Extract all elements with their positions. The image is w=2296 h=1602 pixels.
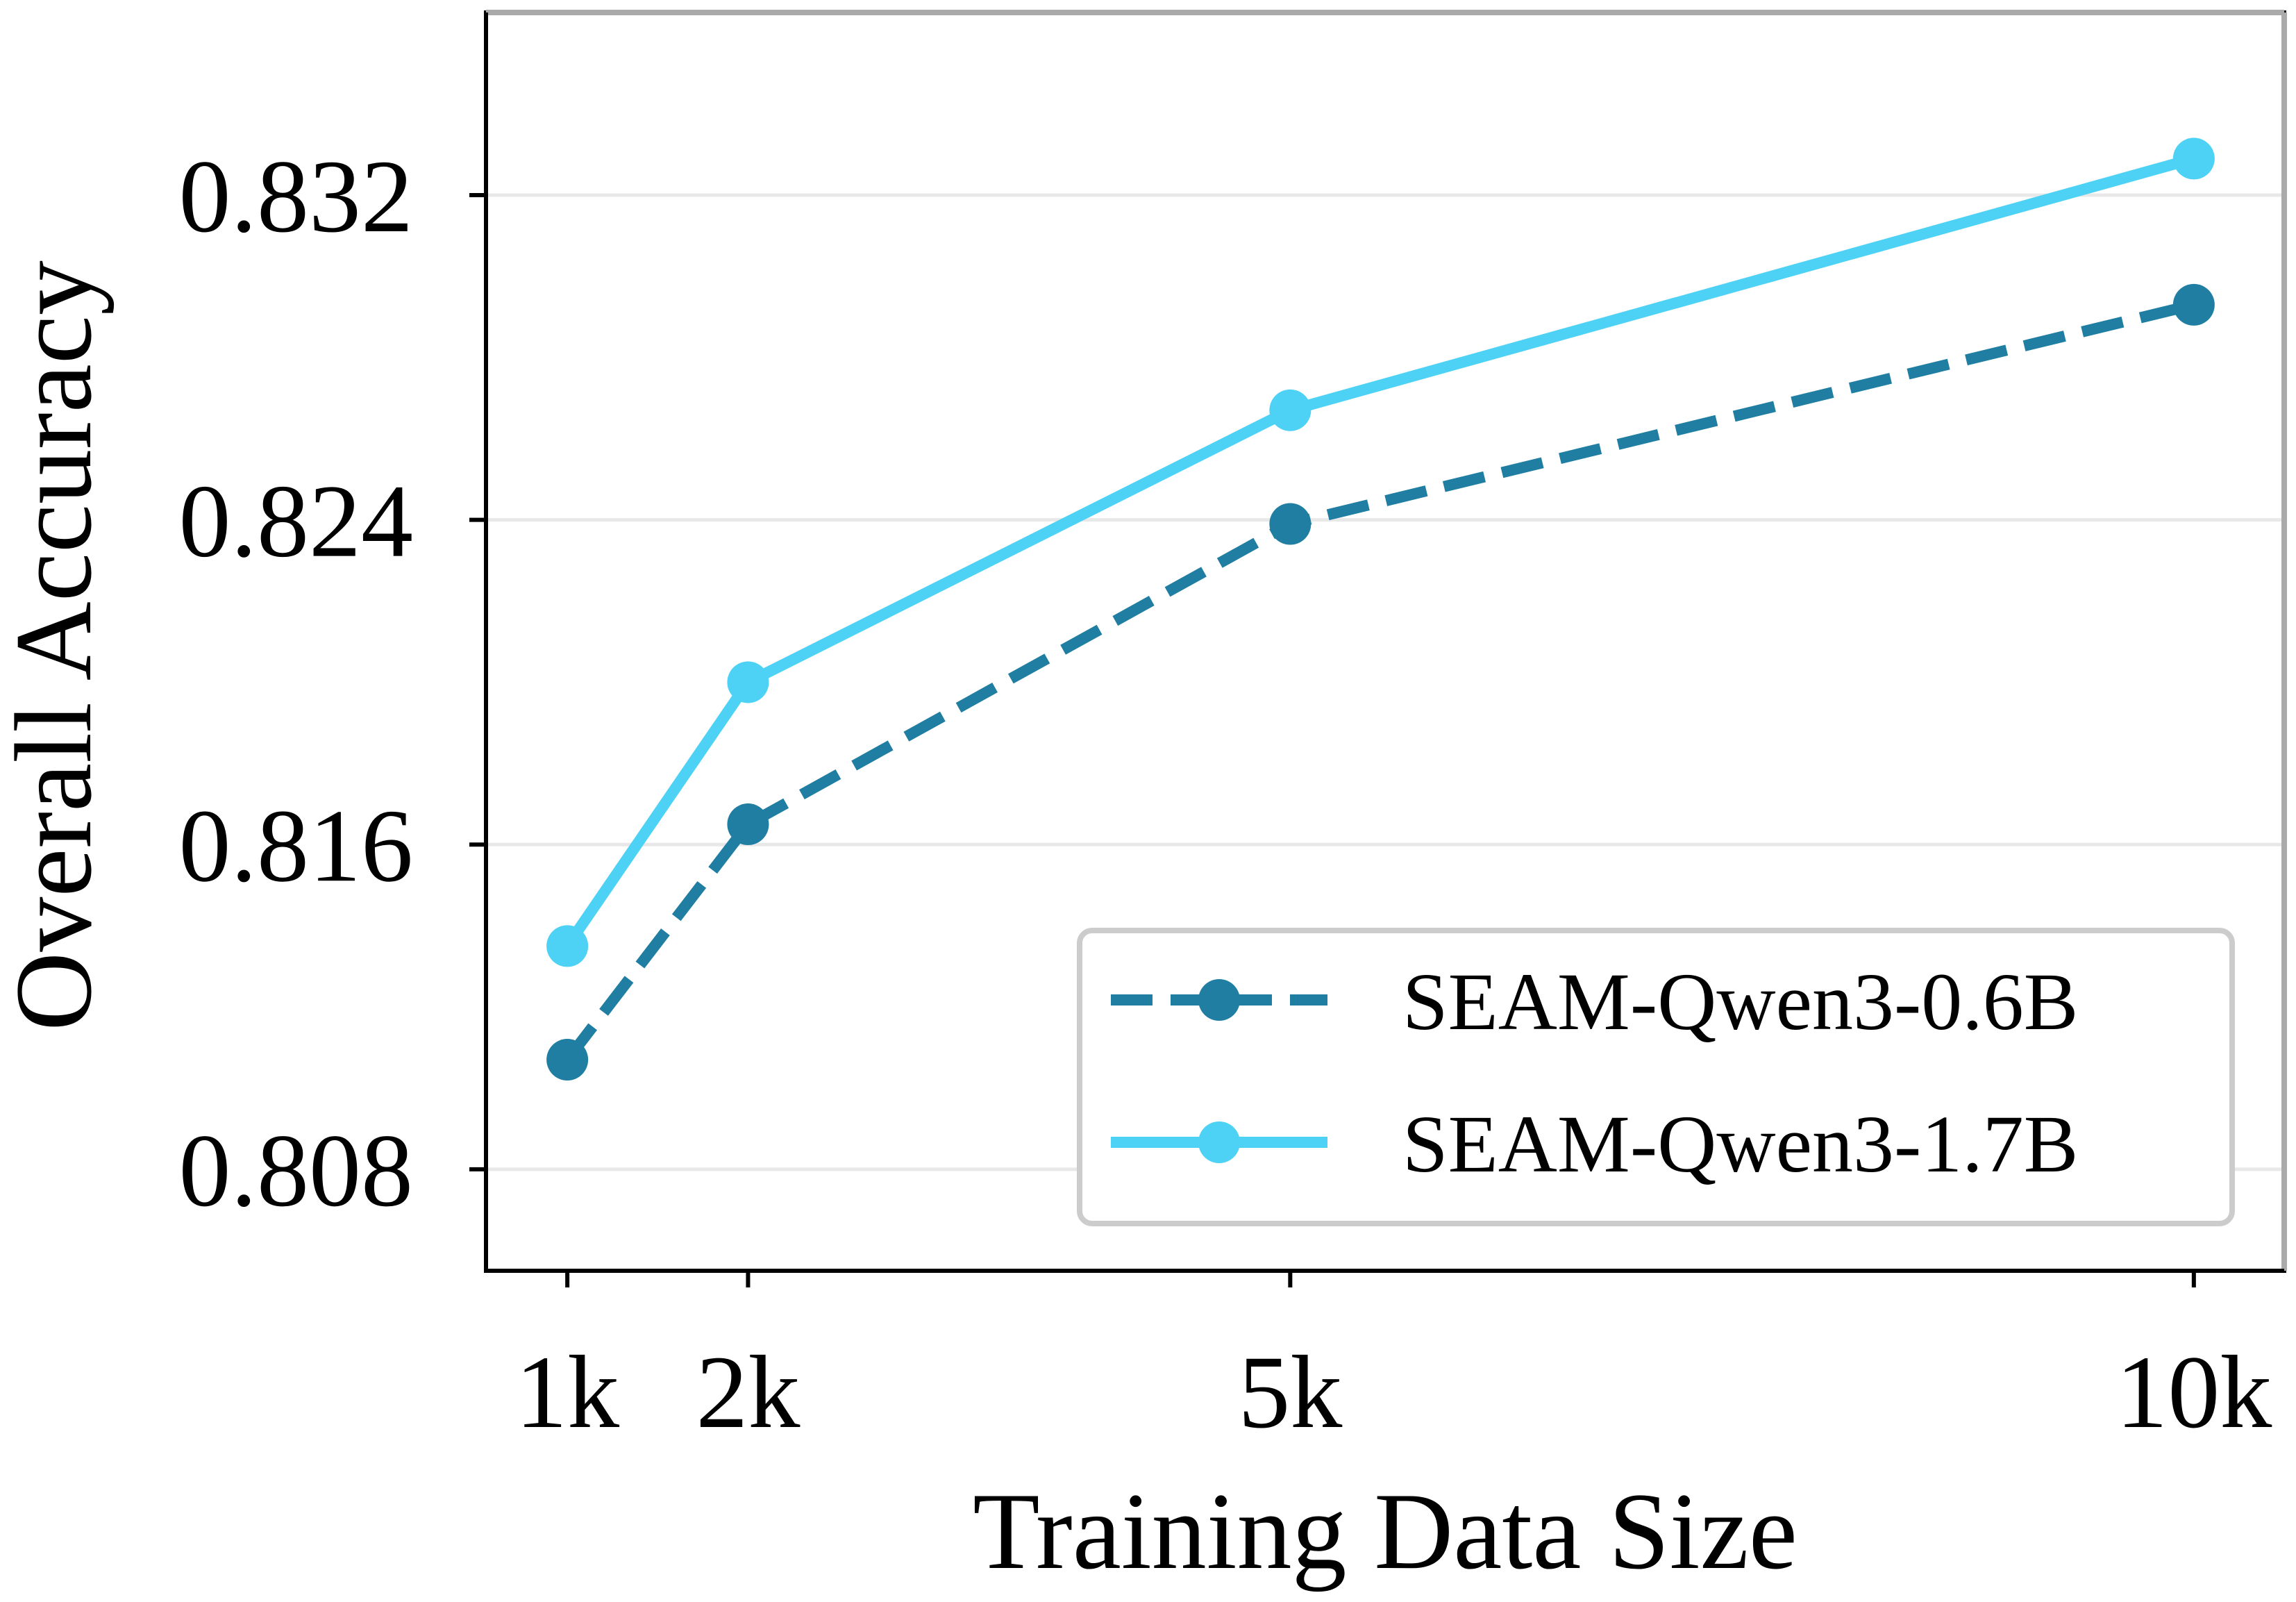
data-point xyxy=(727,803,769,846)
x-axis-label: Training Data Size xyxy=(973,1471,1798,1592)
data-point xyxy=(2172,283,2215,326)
data-point xyxy=(546,925,589,967)
legend-label: SEAM-Qwen3-1.7B xyxy=(1402,1099,2078,1190)
y-axis-label: Overall Accuracy xyxy=(0,260,115,1031)
legend-marker xyxy=(1198,979,1240,1021)
x-tick-label: 5k xyxy=(1238,1335,1342,1450)
y-tick-label: 0.816 xyxy=(179,788,414,903)
y-tick-label: 0.808 xyxy=(179,1113,414,1228)
series-line xyxy=(562,299,2195,1063)
y-tick-label: 0.832 xyxy=(179,139,414,254)
legend-label: SEAM-Qwen3-0.6B xyxy=(1402,956,2078,1047)
x-axis-ticks: 1k 2k 5k 10k xyxy=(515,1271,2272,1450)
x-tick-label: 1k xyxy=(515,1335,619,1450)
data-point xyxy=(1269,389,1312,431)
series-line xyxy=(562,153,2195,949)
y-axis-ticks: 0.808 0.816 0.824 0.832 xyxy=(179,139,486,1228)
legend: SEAM-Qwen3-0.6B SEAM-Qwen3-1.7B xyxy=(1077,928,2235,1226)
data-point xyxy=(727,661,769,703)
data-point xyxy=(546,1039,589,1081)
series-0 xyxy=(546,283,2215,1081)
series-1 xyxy=(546,137,2215,967)
legend-item: SEAM-Qwen3-1.7B xyxy=(1111,1099,2078,1190)
legend-marker xyxy=(1198,1121,1240,1163)
legend-item: SEAM-Qwen3-0.6B xyxy=(1111,956,2078,1047)
x-tick-label: 2k xyxy=(696,1335,800,1450)
y-tick-label: 0.824 xyxy=(179,464,414,579)
x-tick-label: 10k xyxy=(2115,1335,2272,1450)
legend-box xyxy=(1077,928,2235,1226)
data-point xyxy=(2172,137,2215,180)
data-point xyxy=(1269,503,1312,545)
data-series xyxy=(546,137,2215,1081)
